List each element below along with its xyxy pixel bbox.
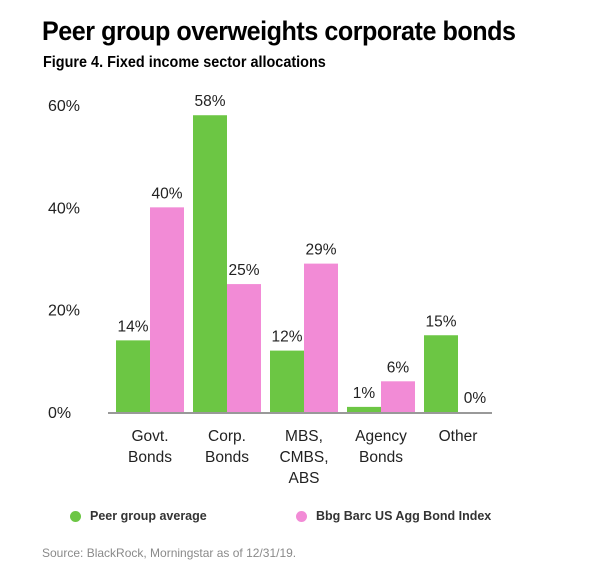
legend-swatch-index (296, 510, 307, 522)
bar-index-0 (150, 207, 184, 412)
data-label: 25% (228, 262, 259, 279)
data-label: 1% (353, 385, 376, 402)
x-category-label-line: CMBS, (279, 449, 328, 466)
x-category-label-line: Govt. (131, 428, 168, 445)
source-note: Source: BlackRock, Morningstar as of 12/… (42, 546, 297, 560)
y-tick-label: 40% (48, 200, 80, 217)
legend-swatch-peer-group (70, 510, 81, 522)
data-label: 0% (464, 390, 487, 407)
chart-title: Peer group overweights corporate bonds (42, 16, 516, 46)
data-label: 6% (387, 359, 410, 376)
y-tick-label: 0% (48, 405, 71, 422)
bar-index-1 (227, 284, 261, 412)
x-category-label-line: MBS, (285, 428, 323, 445)
x-category-label-line: Agency (355, 428, 407, 445)
x-category-label-line: Corp. (208, 428, 246, 445)
x-category-label-line: Bonds (128, 449, 172, 466)
legend-item-index: Bbg Barc US Agg Bond Index (296, 509, 491, 523)
x-category-label-line: Other (439, 428, 478, 445)
bar-index-3 (381, 381, 415, 412)
x-category-label-line: Bonds (359, 449, 403, 466)
data-label: 15% (425, 313, 456, 330)
data-label: 12% (271, 329, 302, 346)
x-category-label: Other (439, 428, 478, 445)
data-label: 58% (194, 93, 225, 110)
data-label: 40% (151, 185, 182, 202)
bar-chart: 0% 20% 40% 60% 14% 40% Govt. Bonds 58% 25% Corp. Bo… (48, 93, 492, 487)
bar-peer-2 (270, 350, 304, 412)
bar-peer-0 (116, 340, 150, 412)
x-category-label: MBS, CMBS, ABS (279, 428, 328, 487)
legend-label-index: Bbg Barc US Agg Bond Index (316, 509, 492, 523)
chart-subtitle: Figure 4. Fixed income sector allocation… (43, 54, 326, 71)
x-category-label: Agency Bonds (355, 428, 407, 466)
bar-peer-4 (424, 335, 458, 412)
y-tick-label: 20% (48, 303, 80, 320)
data-label: 14% (117, 318, 148, 335)
y-tick-label: 60% (48, 98, 80, 115)
bar-index-2 (304, 263, 338, 412)
legend-item-peer-group: Peer group average (70, 509, 207, 523)
x-category-label: Govt. Bonds (128, 428, 172, 466)
x-category-label-line: Bonds (205, 449, 249, 466)
bar-peer-1 (193, 115, 227, 412)
data-label: 29% (305, 242, 336, 259)
x-category-label: Corp. Bonds (205, 428, 249, 466)
legend-label-peer-group: Peer group average (90, 509, 207, 523)
x-category-label-line: ABS (288, 470, 319, 487)
bar-peer-3 (347, 406, 381, 412)
